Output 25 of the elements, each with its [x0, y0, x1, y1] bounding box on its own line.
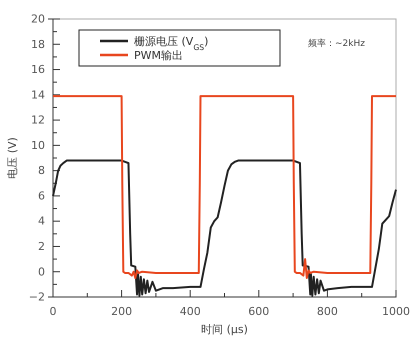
x-tick-label: 600: [248, 304, 270, 318]
y-tick-label: −2: [28, 290, 45, 304]
x-tick-label: 400: [180, 304, 201, 318]
y-tick-label: 18: [31, 38, 45, 51]
y-tick-label: 14: [31, 88, 45, 102]
x-tick-label: 1000: [382, 304, 410, 318]
x-tick-label: 0: [50, 304, 56, 318]
y-tick-label: 4: [38, 214, 45, 228]
y-tick-label: 12: [31, 114, 45, 127]
y-tick-label: 16: [31, 63, 45, 76]
y-tick-label: 6: [38, 189, 45, 202]
legend-label: 栅源电压 (V$_{GS}$): [134, 35, 208, 52]
y-tick-label: 10: [31, 138, 45, 152]
y-tick-label: 2: [38, 240, 45, 253]
y-axis-title: 电压 (V): [6, 137, 19, 179]
legend-label: PWM输出: [134, 49, 184, 62]
x-axis-title: 时间 (μs): [201, 323, 248, 336]
x-tick-label: 200: [111, 304, 132, 318]
y-tick-label: 0: [38, 265, 45, 278]
y-tick-label: 8: [38, 164, 45, 178]
line-series: [52, 160, 397, 297]
line-series: [52, 95, 397, 280]
y-tick-label: 20: [31, 12, 45, 26]
annotation: 频率：~2kHz: [308, 38, 366, 49]
x-tick-label: 800: [316, 304, 338, 318]
